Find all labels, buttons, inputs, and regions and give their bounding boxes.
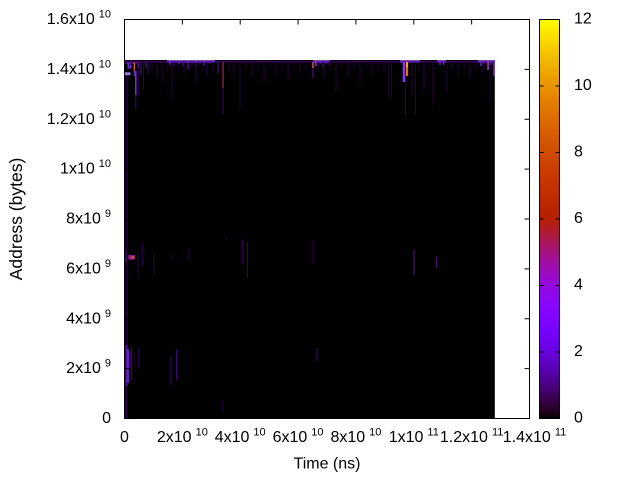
svg-text:Time (ns): Time (ns) xyxy=(294,456,361,473)
svg-text:10: 10 xyxy=(574,77,592,94)
svg-text:12: 12 xyxy=(574,11,592,28)
svg-text:6: 6 xyxy=(574,210,583,227)
svg-text:4: 4 xyxy=(574,277,583,294)
svg-text:0: 0 xyxy=(120,429,129,446)
svg-text:0: 0 xyxy=(574,410,583,427)
svg-text:2: 2 xyxy=(574,343,583,360)
svg-text:0: 0 xyxy=(102,410,111,427)
svg-text:8: 8 xyxy=(574,144,583,161)
svg-text:Address (bytes): Address (bytes) xyxy=(6,158,26,281)
